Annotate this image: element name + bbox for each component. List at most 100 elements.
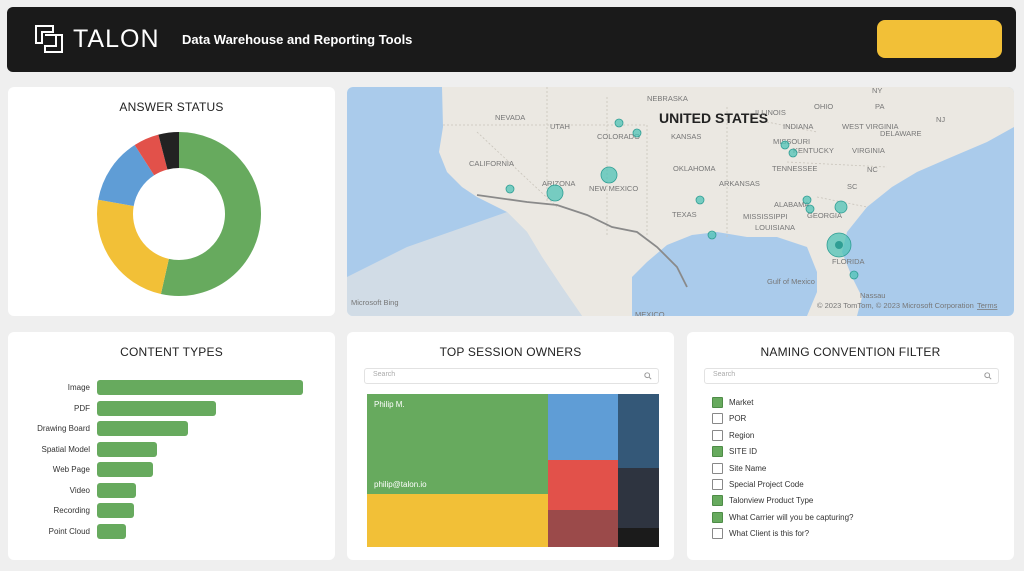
map-marker[interactable] (707, 230, 717, 240)
filter-item[interactable]: Region (712, 429, 755, 441)
filter-item-label: Special Project Code (729, 480, 804, 489)
map-state-label: KENTUCKY (793, 146, 834, 155)
bar-image[interactable] (97, 380, 303, 395)
filter-item[interactable]: What Carrier will you be capturing? (712, 511, 854, 523)
map-state-label: GEORGIA (807, 211, 842, 220)
filter-checkbox[interactable] (712, 397, 723, 408)
map-state-label: PA (875, 102, 884, 111)
filter-checkbox[interactable] (712, 495, 723, 507)
donut-slice-2[interactable] (98, 145, 155, 207)
talon-logo[interactable]: TALON (33, 23, 160, 55)
map-markers[interactable] (505, 118, 859, 280)
filter-item[interactable]: POR (712, 413, 746, 425)
filter-item[interactable]: Site Name (712, 462, 766, 474)
map-state-label: CALIFORNIA (469, 159, 514, 168)
session-owners-treemap[interactable]: Philip M. philip@talon.io (367, 394, 659, 547)
session-owners-title: TOP SESSION OWNERS (439, 345, 582, 359)
treemap-label-philip-email: philip@talon.io (374, 480, 427, 489)
map-marker[interactable] (614, 118, 624, 128)
map-marker[interactable] (802, 195, 812, 205)
treemap-tile-navy[interactable] (618, 394, 659, 468)
map-state-label: MEXICO (635, 310, 665, 316)
filter-item-label: Region (729, 430, 755, 440)
treemap-tile-charcoal[interactable] (618, 468, 659, 528)
answer-status-donut-chart (97, 132, 261, 296)
border-line (476, 194, 688, 288)
map-marker[interactable] (834, 200, 848, 214)
treemap-tile-yellow[interactable] (367, 494, 548, 547)
treemap-tile-black[interactable] (618, 528, 659, 547)
treemap-tile-blue[interactable] (548, 394, 618, 460)
map-state-label: MISSOURI (773, 137, 810, 146)
map-marker[interactable] (600, 166, 618, 184)
naming-filter-card: NAMING CONVENTION FILTER Search Market PO… (687, 332, 1014, 560)
filter-item[interactable]: Market (712, 397, 753, 408)
treemap-tile-red[interactable] (548, 460, 618, 510)
bar-video[interactable] (97, 482, 137, 498)
talon-logo-icon (35, 25, 63, 53)
map-marker[interactable] (849, 270, 859, 280)
donut-slice-4[interactable] (158, 132, 180, 170)
map-marker[interactable] (788, 148, 798, 158)
answer-status-card: ANSWER STATUS (8, 87, 335, 316)
bar-pdf[interactable] (97, 400, 217, 416)
donut-slice-0[interactable] (160, 132, 261, 296)
map-marker[interactable] (632, 128, 642, 138)
bar-spatial-model[interactable] (97, 441, 157, 457)
filter-checkbox[interactable] (712, 511, 723, 523)
map-marker[interactable] (546, 184, 564, 202)
filter-item[interactable]: Special Project Code (712, 479, 804, 490)
map-card: UNITED STATES NEBRASKA NEVADA UTAH COLORADO… (347, 87, 1014, 316)
map-state-label: NJ (936, 115, 945, 124)
bar-drawing-board[interactable] (97, 421, 188, 436)
mexico-land (347, 212, 582, 316)
filter-item[interactable]: SITE ID (712, 446, 758, 458)
treemap-tile-darkred[interactable] (548, 510, 618, 547)
header-action-button[interactable] (877, 20, 1002, 58)
bar-label: Web Page (52, 465, 90, 474)
search-placeholder: Search (373, 371, 396, 378)
filter-item-label: What Carrier will you be capturing? (729, 512, 854, 522)
map-state-label: ARIZONA (542, 179, 575, 188)
session-owners-card: TOP SESSION OWNERS Search Philip M. phil… (347, 332, 674, 560)
treemap-tile-philip[interactable]: Philip M. philip@talon.io (367, 394, 548, 494)
map-state-label: DELAWARE (880, 129, 922, 138)
filter-item-label: SITE ID (729, 447, 758, 457)
map-marker[interactable] (695, 195, 705, 205)
map-terms-link[interactable]: Terms (977, 301, 998, 310)
map-marker[interactable] (505, 184, 515, 194)
filter-checkbox[interactable] (712, 413, 723, 425)
map-state-label: INDIANA (783, 122, 813, 131)
map-state-label: TEXAS (672, 210, 697, 219)
filter-item-label: Talonview Product Type (729, 496, 814, 506)
us-map[interactable]: UNITED STATES NEBRASKA NEVADA UTAH COLORADO… (347, 87, 1014, 316)
map-state-label: OHIO (814, 102, 833, 111)
map-marker[interactable] (805, 204, 815, 214)
map-state-label: NEBRASKA (647, 94, 688, 103)
map-state-label: WEST VIRGINIA (842, 122, 899, 131)
filter-checkbox[interactable] (712, 446, 723, 458)
bar-recording[interactable] (97, 503, 135, 518)
bar-point-cloud[interactable] (97, 523, 126, 539)
content-types-card: CONTENT TYPES Image PDF Drawing Board Spati… (8, 332, 335, 560)
bar-label: Drawing Board (37, 424, 90, 433)
map-state-label: ALABAMA (774, 200, 809, 209)
bar-label: Spatial Model (41, 444, 90, 454)
filter-checkbox[interactable] (712, 429, 723, 441)
filter-item[interactable]: Talonview Product Type (712, 495, 814, 507)
naming-filter-search[interactable]: Search (704, 368, 999, 384)
naming-filter-title: NAMING CONVENTION FILTER (760, 345, 941, 359)
map-marker[interactable] (780, 140, 790, 150)
search-placeholder: Search (713, 371, 736, 378)
filter-checkbox[interactable] (712, 528, 723, 540)
donut-slice-1[interactable] (97, 199, 170, 294)
filter-checkbox[interactable] (712, 479, 723, 490)
bar-label: Video (69, 485, 90, 495)
filter-item[interactable]: What Client is this for? (712, 528, 809, 540)
filter-checkbox[interactable] (712, 462, 723, 474)
donut-slice-3[interactable] (134, 134, 169, 176)
filter-item-label: Market (729, 398, 754, 407)
map-state-label: COLORADO (597, 132, 640, 141)
bar-web-page[interactable] (97, 462, 153, 477)
session-owners-search[interactable]: Search (364, 368, 659, 384)
